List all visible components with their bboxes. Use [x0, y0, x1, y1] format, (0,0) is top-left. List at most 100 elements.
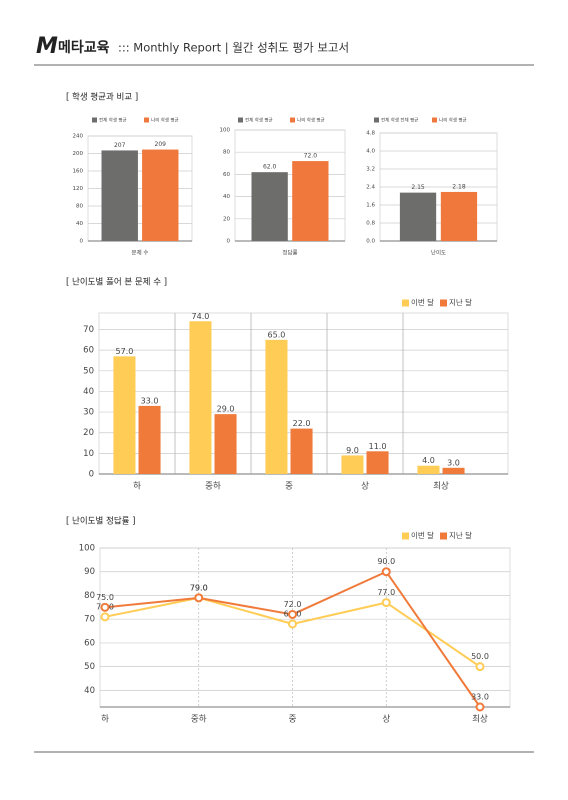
x-tick-label: 최상 — [433, 481, 449, 492]
bar — [366, 451, 389, 474]
y-tick-label: 80 — [223, 150, 230, 156]
section-title: [ 난이도별 풀어 본 문제 수 ] — [66, 277, 167, 288]
point — [288, 619, 297, 629]
legend-label: 나의 학생 평균 — [297, 117, 325, 124]
value-label: 29.0 — [217, 405, 235, 414]
bar — [399, 192, 437, 241]
x-tick-label: 중 — [289, 715, 297, 725]
y-tick-label: 50 — [83, 366, 94, 376]
y-tick-label: 100 — [220, 128, 231, 134]
legend-label: 나의 학생 평균 — [151, 117, 179, 124]
y-tick-label: 70 — [83, 325, 94, 335]
y-tick-label: 0.8 — [366, 221, 375, 227]
y-tick-label: 80 — [84, 591, 95, 601]
y-tick-label: 20 — [223, 216, 230, 222]
legend-label: 이번 달 — [411, 530, 434, 540]
x-tick-label: 하 — [101, 714, 109, 725]
value-label: 77.0 — [377, 588, 395, 597]
value-label: 3.0 — [447, 458, 460, 467]
y-tick-label: 240 — [73, 134, 84, 140]
y-tick-label: 3.2 — [366, 167, 375, 173]
legend-label: 전체 학생 평균 — [245, 117, 273, 124]
y-tick-label: 40 — [223, 194, 230, 200]
legend-label: 나의 학생 평균 — [439, 117, 467, 124]
y-tick-label: 40 — [76, 221, 83, 227]
legend-label: 지난 달 — [449, 531, 472, 540]
y-tick-label: 100 — [79, 544, 95, 554]
value-label: 79.0 — [190, 583, 208, 592]
y-tick-label: 200 — [73, 151, 84, 157]
value-label: 72.0 — [284, 600, 302, 609]
y-tick-label: 160 — [73, 169, 84, 175]
y-tick-label: 0 — [80, 239, 84, 245]
y-tick-label: 120 — [73, 186, 84, 192]
value-label: 74.0 — [192, 312, 210, 321]
legend-label: 전체 학생 전체 평균 — [381, 117, 418, 124]
y-tick-label: 30 — [83, 408, 94, 418]
legend-swatch — [402, 532, 409, 540]
x-tick-label: 상 — [382, 714, 390, 725]
y-tick-label: 2.4 — [366, 185, 375, 191]
x-tick-label: 정답률 — [282, 250, 297, 257]
value-label: 2.18 — [452, 183, 466, 190]
point — [100, 602, 110, 612]
bar — [440, 191, 478, 241]
value-label: 72.0 — [304, 153, 318, 160]
y-tick-label: 40 — [84, 686, 95, 696]
y-tick-label: 50 — [84, 662, 95, 672]
x-tick-label: 중하 — [191, 714, 207, 725]
bar — [417, 465, 440, 474]
y-tick-label: 1.6 — [366, 203, 375, 209]
x-tick-label: 최상 — [472, 714, 488, 725]
logo-mark: M — [36, 34, 58, 59]
x-tick-label: 난이도 — [431, 249, 446, 257]
bar — [214, 414, 237, 474]
bar — [189, 321, 212, 474]
y-tick-label: 0 — [227, 239, 231, 245]
value-label: 209 — [155, 141, 167, 148]
y-tick-label: 60 — [223, 172, 230, 178]
bar — [290, 428, 313, 474]
report-title: ::: Monthly Report | 월간 성취도 평가 보고서 — [118, 41, 349, 55]
point — [381, 598, 391, 608]
y-tick-label: 60 — [84, 638, 95, 648]
bar — [265, 339, 288, 474]
legend-label: 지난 달 — [449, 298, 472, 307]
bar — [292, 161, 329, 241]
value-label: 90.0 — [377, 557, 395, 566]
legend-swatch — [290, 117, 295, 123]
legend-label: 이번 달 — [411, 297, 434, 307]
value-label: 62.0 — [263, 164, 277, 171]
y-tick-label: 4.8 — [366, 131, 375, 137]
section-title: [ 난이도별 정답률 ] — [66, 516, 135, 527]
y-tick-label: 20 — [83, 428, 94, 438]
legend-swatch — [92, 117, 97, 123]
bar — [138, 405, 161, 474]
point — [288, 609, 297, 619]
value-label: 75.0 — [96, 593, 114, 602]
bar — [341, 455, 364, 474]
legend-swatch — [440, 532, 447, 540]
value-label: 11.0 — [369, 442, 387, 451]
y-tick-label: 70 — [84, 615, 95, 625]
y-tick-label: 60 — [83, 346, 94, 356]
value-label: 2.15 — [411, 184, 425, 191]
value-label: 50.0 — [471, 652, 489, 661]
value-label: 207 — [114, 142, 126, 149]
value-label: 22.0 — [293, 419, 311, 428]
y-tick-label: 90 — [84, 567, 95, 577]
legend-swatch — [374, 117, 379, 123]
section-title: [ 학생 평균과 비교 ] — [66, 92, 138, 103]
x-tick-label: 문제 수 — [132, 249, 149, 257]
value-label: 33.0 — [141, 396, 159, 405]
y-tick-label: 40 — [83, 387, 94, 397]
x-tick-label: 상 — [361, 481, 369, 492]
value-label: 57.0 — [116, 347, 134, 356]
legend-swatch — [402, 299, 409, 307]
legend-swatch — [440, 299, 447, 307]
logo-text: 메타교육 — [58, 40, 110, 56]
legend-swatch — [238, 117, 243, 123]
value-label: 9.0 — [346, 446, 359, 455]
